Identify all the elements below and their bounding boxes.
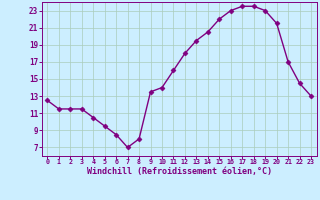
X-axis label: Windchill (Refroidissement éolien,°C): Windchill (Refroidissement éolien,°C) — [87, 167, 272, 176]
